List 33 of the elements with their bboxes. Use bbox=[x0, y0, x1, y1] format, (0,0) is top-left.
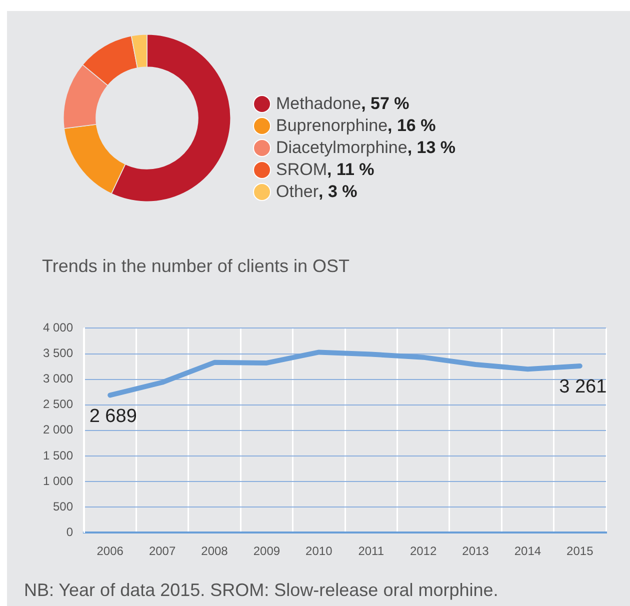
x-tick-label: 2012 bbox=[410, 544, 437, 558]
x-tick-label: 2013 bbox=[462, 544, 490, 558]
y-tick-label: 500 bbox=[52, 499, 74, 514]
x-tick-label: 2009 bbox=[253, 544, 280, 558]
data-label: , 57 % bbox=[361, 94, 410, 114]
x-tick-label: 2008 bbox=[201, 544, 228, 558]
data-label: 2 689 bbox=[89, 406, 137, 427]
legend-label: Buprenorphine bbox=[276, 116, 388, 136]
x-tick-label: 2015 bbox=[566, 544, 594, 558]
y-tick-label: 3 000 bbox=[42, 372, 74, 386]
y-tick-label: 0 bbox=[66, 524, 74, 539]
data-label: , 16 % bbox=[388, 116, 436, 136]
data-label: , 3 % bbox=[318, 182, 358, 202]
y-tick-label: 4 000 bbox=[42, 320, 74, 335]
legend-label: Other bbox=[276, 182, 319, 202]
y-tick-label: 2 000 bbox=[42, 422, 74, 437]
legend-label: Methadone bbox=[276, 94, 362, 114]
y-tick-label: 2 500 bbox=[42, 397, 74, 412]
x-tick-label: 2014 bbox=[514, 544, 542, 558]
x-tick-label: 2010 bbox=[306, 544, 333, 558]
x-tick-label: 2011 bbox=[358, 544, 384, 558]
x-tick-label: 2006 bbox=[96, 544, 124, 558]
text: NB: Year of data 2015. SROM: Slow-release oral morphine. bbox=[24, 580, 498, 601]
legend-label: SROM bbox=[276, 160, 327, 180]
y-tick-label: 3 500 bbox=[42, 346, 74, 360]
data-label: 3 261 bbox=[559, 376, 607, 398]
data-label: , 13 % bbox=[407, 138, 456, 158]
data-label: , 11 % bbox=[327, 160, 374, 180]
chart-title: Trends in the number of clients in OST bbox=[42, 256, 350, 277]
x-tick-label: 2007 bbox=[148, 544, 176, 558]
y-tick-label: 1 500 bbox=[42, 448, 74, 462]
y-tick-label: 1 000 bbox=[42, 474, 74, 488]
legend-label: Diacetylmorphine bbox=[276, 138, 408, 158]
